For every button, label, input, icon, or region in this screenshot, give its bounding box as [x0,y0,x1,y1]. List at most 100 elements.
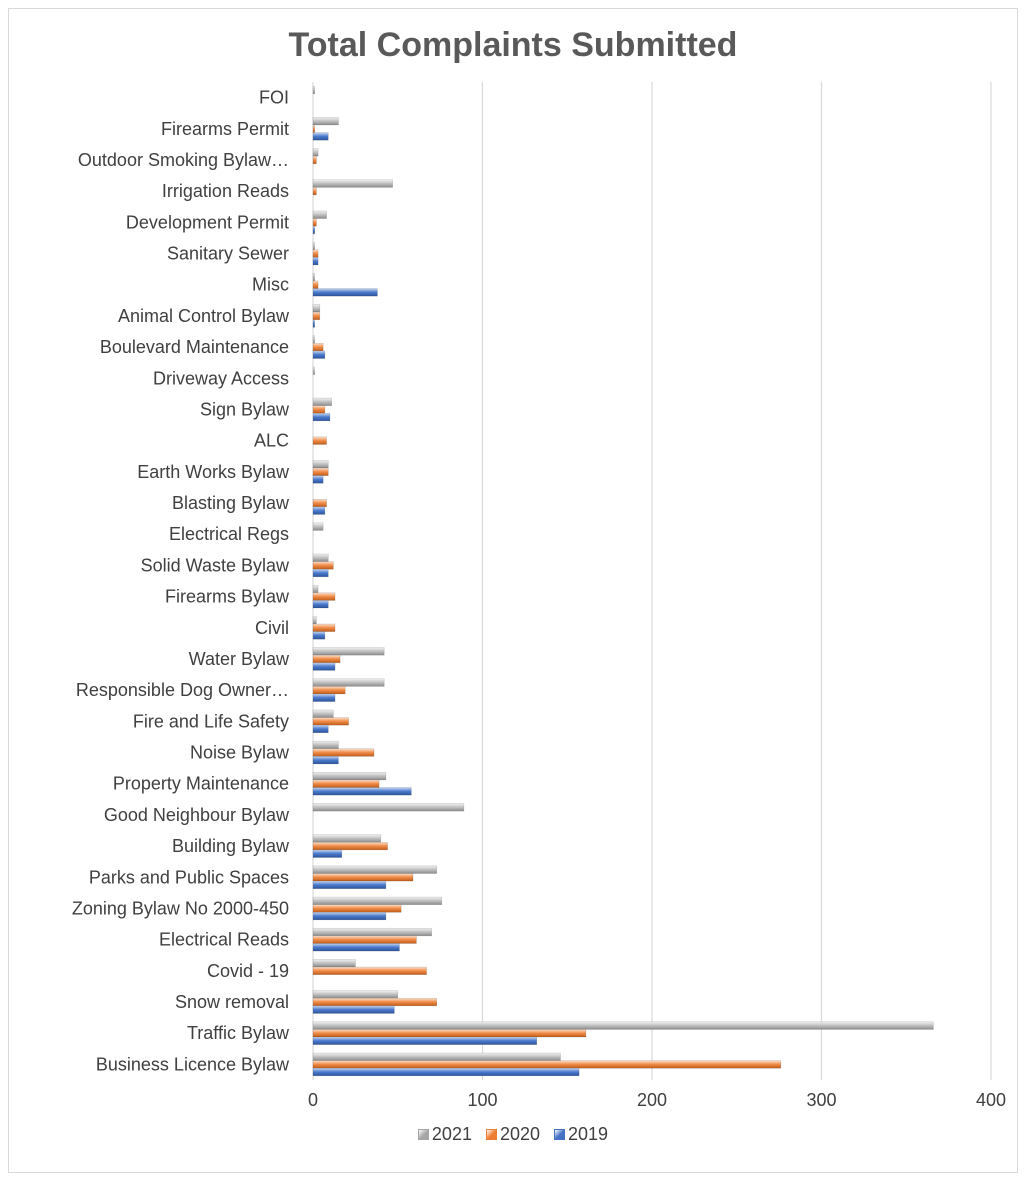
bar-2020 [312,342,324,352]
bar-2020 [312,187,317,196]
bar-2020 [312,873,414,882]
bar-2021 [312,85,315,95]
bar-2020 [312,280,319,289]
bar-2019 [312,288,378,297]
bar-2020 [312,218,317,227]
legend-swatch [485,1129,497,1140]
gridlines [312,82,992,1080]
bar-2019 [312,600,329,609]
bar-2020 [312,654,341,664]
bar-2021 [312,1021,934,1030]
bar-2021 [312,709,334,718]
x-tick-label: 100 [467,1090,497,1110]
bar-2020 [312,1060,782,1069]
chart-title: Total Complaints Submitted [288,26,738,64]
category-label: Parks and Public Spaces [89,867,289,887]
bar-2021 [312,834,382,843]
bar-2019 [312,693,336,702]
bar-2021 [312,522,324,531]
category-label: Earth Works Bylaw [137,462,290,482]
category-label: Fire and Life Safety [133,711,289,731]
category-label: Boulevard Maintenance [100,337,289,357]
bar-2019 [312,257,319,266]
bar-2019 [312,911,387,921]
legend-swatch [417,1129,429,1140]
bar-2021 [312,397,332,406]
category-label: Development Permit [126,212,289,232]
bar-2021 [312,148,319,157]
category-label: Snow removal [175,992,289,1012]
chart-frame [8,8,1018,1173]
bar-2021 [312,647,385,656]
bar-2021 [312,896,443,905]
bar-2019 [312,350,326,359]
category-label: Animal Control Bylaw [118,306,290,326]
bar-2021 [312,210,327,219]
bar-2020 [312,935,417,944]
bar-2020 [312,405,326,414]
bar-2021 [312,927,432,937]
bar-2020 [312,155,317,165]
category-label: Civil [255,618,289,638]
bar-2019 [312,943,400,952]
bar-2021 [312,678,385,687]
bar-2019 [312,132,329,141]
bar-2021 [312,990,399,999]
bar-2019 [312,319,315,328]
category-label: Sign Bylaw [200,399,290,419]
category-label: Good Neighbour Bylaw [104,805,290,825]
bar-2021 [312,366,315,375]
bar-2019 [312,724,329,734]
bar-2020 [312,436,327,445]
bar-2019 [312,412,331,422]
category-label: Misc [252,275,289,295]
bar-2020 [312,779,380,788]
category-label: Solid Waste Bylaw [141,555,290,575]
bar-2021 [312,584,319,594]
category-label: Water Bylaw [189,649,290,669]
x-tick-label: 400 [976,1090,1006,1110]
bar-2020 [312,592,336,601]
category-label: ALC [254,431,289,451]
bar-2019 [312,880,387,889]
bar-2020 [312,997,438,1007]
legend-item-2019: 2019 [554,1124,608,1145]
bar-2020 [312,748,375,757]
bar-2019 [312,1036,538,1045]
bar-2020 [312,498,327,508]
bar-2019 [312,756,339,765]
bar-2020 [312,467,329,476]
legend-label: 2019 [568,1124,609,1144]
category-label: Blasting Bylaw [172,493,290,513]
bar-2020 [312,904,402,913]
bar-2020 [312,311,321,321]
bar-2020 [312,249,319,258]
category-label: Electrical Reads [159,930,289,950]
bar-2021 [312,865,438,874]
category-label: Traffic Bylaw [187,1023,290,1043]
bars [312,85,934,1077]
x-tick-label: 300 [806,1090,836,1110]
bar-2021 [312,959,356,968]
bar-2020 [312,717,349,726]
bar-2019 [312,506,326,515]
legend: 2021 2020 2019 [0,1124,1026,1145]
bar-2019 [312,475,324,484]
bar-2021 [312,553,329,562]
category-label: Driveway Access [153,368,289,388]
bar-2019 [312,849,343,858]
category-label: Business Licence Bylaw [96,1054,290,1074]
bar-2019 [312,1005,395,1014]
legend-label: 2020 [499,1124,541,1144]
bar-2021 [312,117,339,126]
bar-2020 [312,561,334,570]
category-label: Noise Bylaw [190,743,290,763]
category-labels: Business Licence Bylaw Traffic Bylaw Snow … [72,88,290,1075]
bar-2020 [312,623,336,632]
bar-2021 [312,273,315,282]
bar-2021 [312,335,315,344]
bar-2019 [312,1067,580,1077]
bar-2021 [312,740,339,750]
category-label: Outdoor Smoking Bylaw… [78,150,289,170]
